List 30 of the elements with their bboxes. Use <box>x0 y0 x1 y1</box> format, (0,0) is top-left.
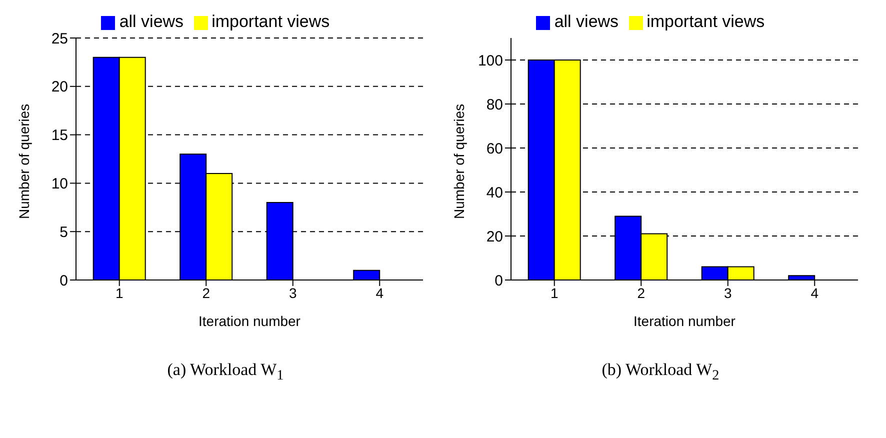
x-tick-label: 4 <box>810 284 819 301</box>
y-tick-label: 40 <box>486 184 503 202</box>
y-tick-label: 5 <box>60 224 68 241</box>
x-tick-label: 3 <box>288 284 297 301</box>
text: (a) Workload W$_{1}$ <box>166 360 285 384</box>
x-tick-label: 1 <box>550 284 558 301</box>
y-axis-title: Number of queries <box>16 104 32 219</box>
y-tick-label: 60 <box>486 140 503 158</box>
legend-label: all views <box>554 12 619 31</box>
y-tick-label: 80 <box>486 96 503 114</box>
x-tick-label: 3 <box>724 284 732 301</box>
x-tick-label: 2 <box>637 284 646 301</box>
x-axis-title: Iteration number <box>634 313 736 329</box>
y-tick-label: 10 <box>51 176 68 193</box>
legend-label: important views <box>212 12 330 31</box>
y-tick-label: 15 <box>51 127 68 144</box>
legend-label: all views <box>119 12 184 31</box>
text: (b) Workload W$_{2}$ <box>600 360 720 384</box>
y-tick-label: 0 <box>494 272 503 290</box>
x-axis-title: Iteration number <box>198 313 301 329</box>
y-tick-label: 100 <box>478 52 503 70</box>
y-axis-title: Number of queries <box>450 104 467 219</box>
y-tick-label: 25 <box>51 30 68 48</box>
x-tick-label: 1 <box>115 284 124 301</box>
y-tick-label: 20 <box>51 78 68 96</box>
x-tick-label: 2 <box>202 284 210 301</box>
x-tick-label: 4 <box>376 284 384 301</box>
y-tick-label: 0 <box>60 272 68 290</box>
y-tick-label: 20 <box>486 228 503 246</box>
legend-label: important views <box>646 12 765 31</box>
